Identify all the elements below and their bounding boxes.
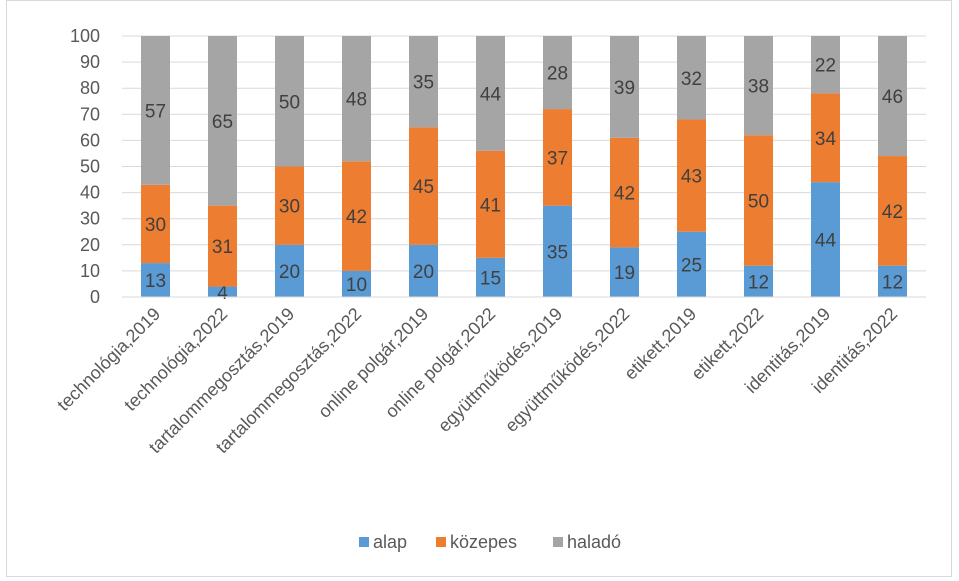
bar-haladó-4 [409, 36, 438, 128]
data-label: 38 [748, 77, 769, 98]
bar-haladó-9 [744, 36, 773, 136]
bar-haladó-10 [811, 36, 840, 94]
data-label: 20 [413, 262, 434, 283]
data-label: 34 [815, 129, 837, 150]
bar-alap-9 [744, 265, 773, 297]
y-tick-label: 100 [70, 26, 100, 46]
bar-haladó-7 [610, 36, 639, 138]
x-category-label: online polgár,2019 [314, 304, 432, 422]
bar-haladó-5 [476, 36, 505, 151]
bar-haladó-2 [275, 36, 304, 167]
y-tick-label: 70 [80, 104, 100, 124]
bar-haladó-3 [342, 36, 371, 162]
bar-alap-2 [275, 244, 304, 297]
legend-label: közepes [450, 532, 517, 552]
bar-alap-6 [543, 205, 572, 297]
bar-haladó-0 [141, 36, 170, 185]
y-tick-label: 40 [80, 183, 100, 203]
data-label: 31 [212, 237, 233, 258]
data-label: 65 [212, 112, 233, 133]
data-label: 13 [145, 271, 166, 292]
bar-közepes-7 [610, 137, 639, 248]
data-label: 44 [480, 84, 502, 105]
legend: alap közepes haladó [359, 532, 621, 552]
legend-swatch-alap [359, 537, 369, 547]
data-label: 57 [145, 101, 166, 122]
bar-alap-8 [677, 231, 706, 297]
data-label: 42 [614, 184, 635, 205]
legend-swatch-közepes [436, 537, 446, 547]
bar-alap-11 [878, 265, 907, 297]
data-label: 4 [217, 283, 228, 304]
bar-közepes-1 [208, 205, 237, 287]
data-label: 12 [748, 272, 769, 293]
data-label: 20 [279, 262, 300, 283]
data-label: 42 [882, 202, 903, 223]
y-tick-label: 30 [80, 209, 100, 229]
bar-közepes-4 [409, 127, 438, 245]
y-tick-label: 90 [80, 52, 100, 72]
bar-haladó-8 [677, 36, 706, 120]
bar-alap-0 [141, 263, 170, 297]
data-label: 10 [346, 275, 367, 296]
data-label: 12 [882, 272, 903, 293]
y-tick-label: 0 [90, 287, 100, 307]
data-label: 42 [346, 207, 367, 228]
bar-közepes-5 [476, 150, 505, 258]
legend-label: haladó [567, 532, 621, 552]
bar-alap-4 [409, 244, 438, 297]
data-label: 37 [547, 148, 568, 169]
bar-közepes-11 [878, 156, 907, 266]
data-label: 30 [145, 215, 166, 236]
data-label: 44 [815, 231, 837, 252]
data-label: 48 [346, 90, 367, 111]
bar-alap-5 [476, 257, 505, 297]
bar-alap-7 [610, 247, 639, 297]
x-category-label: együttműködés,2022 [501, 304, 633, 436]
y-tick-label: 20 [80, 235, 100, 255]
data-label: 50 [279, 92, 300, 113]
bar-alap-3 [342, 270, 371, 297]
bar-közepes-3 [342, 161, 371, 271]
y-tick-label: 80 [80, 78, 100, 98]
bar-haladó-6 [543, 36, 572, 110]
y-tick-label: 60 [80, 130, 100, 150]
bars: 13 30 57 4 31 65 20 30 50 10 42 48 20 45 35 15 41 44 35 37 2… [141, 36, 907, 304]
data-label: 32 [681, 69, 702, 90]
legend-label: alap [373, 532, 407, 552]
bar-közepes-8 [677, 119, 706, 232]
legend-swatch-haladó [553, 537, 563, 547]
bar-közepes-6 [543, 109, 572, 206]
bar-közepes-9 [744, 135, 773, 266]
data-label: 35 [413, 73, 434, 94]
x-axis: technológia,2019technológia,2022tartalom… [53, 296, 926, 457]
bar-közepes-10 [811, 93, 840, 183]
data-label: 28 [547, 64, 568, 85]
x-category-label: együttműködés,2019 [434, 304, 566, 436]
gridlines [122, 35, 926, 298]
data-label: 22 [815, 56, 836, 77]
data-label: 50 [748, 191, 769, 212]
y-tick-label: 10 [80, 261, 100, 281]
data-label: 39 [614, 78, 635, 99]
data-label: 35 [547, 242, 568, 263]
bar-közepes-2 [275, 166, 304, 245]
data-label: 15 [480, 268, 501, 289]
y-tick-label: 50 [80, 157, 100, 177]
data-label: 45 [413, 177, 434, 198]
data-label: 19 [614, 263, 635, 284]
bar-alap-1 [208, 286, 237, 297]
x-category-label: online polgár,2022 [381, 304, 499, 422]
data-label: 46 [882, 87, 903, 108]
data-label: 43 [681, 167, 702, 188]
data-label: 30 [279, 197, 300, 218]
y-axis: 0 10 20 30 40 50 60 70 80 90 100 [70, 26, 100, 307]
data-label: 41 [480, 195, 501, 216]
bar-haladó-1 [208, 36, 237, 206]
data-label: 25 [681, 255, 702, 276]
bar-haladó-11 [878, 36, 907, 157]
bar-közepes-0 [141, 184, 170, 264]
bar-alap-10 [811, 182, 840, 297]
